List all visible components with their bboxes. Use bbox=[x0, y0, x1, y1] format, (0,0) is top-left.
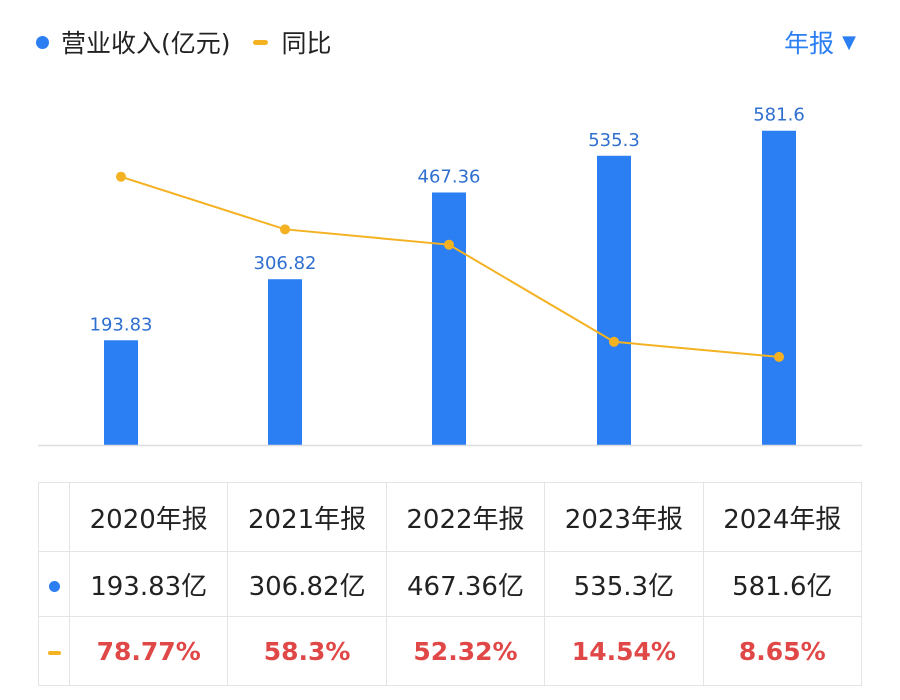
yoy-row-marker bbox=[38, 616, 70, 686]
period-select-label: 年报 bbox=[784, 29, 835, 58]
yoy-cell: 78.77% bbox=[68, 616, 229, 686]
revenue-row-marker bbox=[38, 551, 70, 617]
table-corner-cell bbox=[38, 482, 70, 552]
table-header-cell: 2021年报 bbox=[227, 482, 387, 552]
table-header-cell: 2020年报 bbox=[68, 482, 229, 552]
caret-down-icon: ▼ bbox=[842, 31, 856, 53]
table-header-cell: 2024年报 bbox=[702, 482, 863, 552]
revenue-bar bbox=[432, 192, 466, 445]
yoy-legend-label: 同比 bbox=[281, 29, 332, 58]
revenue-legend-label: 营业收入(亿元) bbox=[61, 29, 231, 58]
revenue-cell: 535.3亿 bbox=[544, 551, 704, 617]
bar-value-label: 535.3 bbox=[588, 130, 640, 151]
bar-value-label: 193.83 bbox=[90, 314, 153, 335]
period-select-dropdown[interactable]: 年报 ▼ bbox=[784, 22, 856, 62]
revenue-legend-dot-icon bbox=[36, 35, 49, 49]
yoy-point bbox=[609, 336, 619, 347]
table-row-yoy: 78.77% 58.3% 52.32% 14.54% 8.65% bbox=[38, 616, 863, 686]
table-header-cell: 2022年报 bbox=[385, 482, 546, 552]
yoy-cell: 52.32% bbox=[385, 616, 546, 686]
revenue-cell: 193.83亿 bbox=[68, 551, 229, 617]
yoy-point bbox=[116, 171, 126, 182]
revenue-cell: 581.6亿 bbox=[702, 551, 863, 617]
table-row-revenue: 193.83亿 306.82亿 467.36亿 535.3亿 581.6亿 bbox=[38, 551, 863, 617]
table-header-row: 2020年报 2021年报 2022年报 2023年报 2024年报 bbox=[38, 482, 863, 552]
yoy-cell: 58.3% bbox=[227, 616, 387, 686]
revenue-bar bbox=[762, 130, 796, 445]
yoy-point bbox=[444, 239, 454, 250]
yoy-cell: 14.54% bbox=[544, 616, 704, 686]
revenue-chart: 193.83 306.82 467.36 535.3 581.6 bbox=[38, 105, 862, 447]
bar-value-label: 467.36 bbox=[418, 166, 481, 187]
yoy-legend-dash-icon bbox=[252, 39, 268, 45]
revenue-bar bbox=[268, 279, 302, 445]
revenue-cell: 306.82亿 bbox=[227, 551, 387, 617]
table-header-cell: 2023年报 bbox=[544, 482, 704, 552]
yoy-cell: 8.65% bbox=[702, 616, 863, 686]
revenue-table: 2020年报 2021年报 2022年报 2023年报 2024年报 193.8… bbox=[38, 482, 863, 686]
revenue-bar bbox=[104, 340, 138, 445]
revenue-bar bbox=[597, 155, 631, 445]
yoy-point bbox=[280, 224, 290, 235]
yoy-dash-icon bbox=[47, 650, 61, 655]
revenue-dot-icon bbox=[48, 581, 60, 592]
bar-value-label: 306.82 bbox=[254, 253, 317, 274]
yoy-point bbox=[774, 351, 784, 362]
bar-value-label: 581.6 bbox=[753, 105, 805, 126]
revenue-cell: 467.36亿 bbox=[385, 551, 546, 617]
chart-legend: 营业收入(亿元) 同比 bbox=[36, 22, 332, 62]
